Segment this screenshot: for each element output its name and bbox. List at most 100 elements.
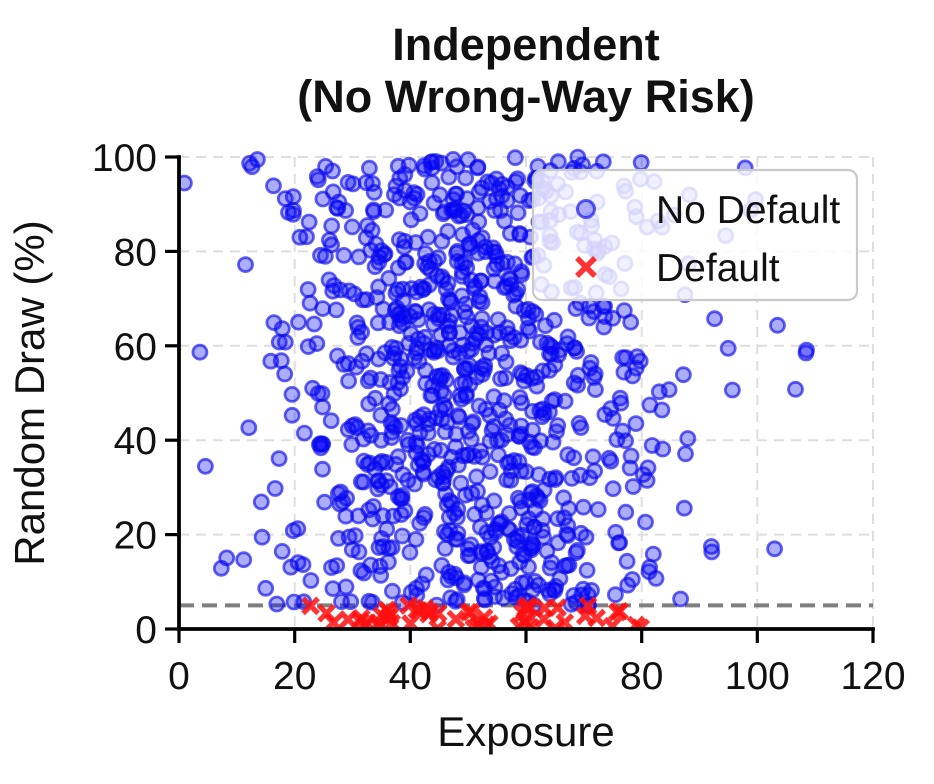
y-tick-label: 40 — [114, 420, 157, 463]
scatter-point-no-default — [469, 482, 486, 500]
scatter-point-no-default — [408, 344, 426, 362]
scatter-point-no-default — [485, 418, 503, 436]
scatter-point-no-default — [383, 539, 401, 556]
scatter-point-no-default — [360, 159, 378, 177]
scatter-point-no-default — [314, 435, 332, 453]
scatter-point-no-default — [241, 154, 259, 172]
scatter-point-default — [419, 604, 438, 624]
scatter-point-no-default — [316, 493, 334, 511]
scatter-point-no-default — [703, 543, 721, 561]
scatter-point-no-default — [451, 324, 469, 342]
scatter-point-no-default — [265, 177, 282, 195]
scatter-point-no-default — [474, 579, 492, 597]
scatter-point-default — [399, 596, 418, 615]
scatter-point-no-default — [549, 153, 567, 171]
scatter-point-no-default — [469, 199, 487, 217]
scatter-point-no-default — [510, 427, 528, 445]
scatter-point-no-default — [615, 302, 633, 320]
scatter-point-no-default — [343, 218, 361, 236]
scatter-point-no-default — [572, 524, 590, 542]
scatter-point-no-default — [546, 356, 564, 374]
scatter-point-no-default — [376, 245, 394, 263]
scatter-point-no-default — [600, 449, 618, 467]
scatter-point-no-default — [394, 280, 412, 298]
scatter-point-no-default — [492, 431, 510, 449]
scatter-point-no-default — [289, 520, 307, 537]
scatter-point-no-default — [565, 374, 583, 392]
scatter-point-no-default — [724, 381, 741, 399]
scatter-point-no-default — [571, 466, 589, 484]
scatter-point-no-default — [359, 422, 377, 440]
scatter-point-no-default — [432, 382, 450, 400]
scatter-point-no-default — [391, 169, 409, 187]
scatter-point-no-default — [322, 412, 340, 430]
scatter-point-no-default — [377, 201, 395, 219]
scatter-point-no-default — [492, 202, 510, 220]
axis-ticks: 0 20 40 60 80 100 120 0 20 40 60 80 100 — [92, 137, 906, 698]
legend-box — [531, 168, 859, 302]
scatter-point-no-default — [477, 400, 495, 418]
scatter-point-default — [518, 596, 538, 616]
scatter-point-no-default — [468, 468, 486, 486]
scatter-point-no-default — [393, 527, 411, 545]
scatter-point-no-default — [352, 473, 370, 491]
scatter-point-no-default — [677, 445, 694, 463]
scatter-point-no-default — [266, 480, 284, 497]
scatter-point-no-default — [425, 194, 443, 212]
scatter-point-no-default — [611, 389, 629, 407]
scatter-point-no-default — [295, 424, 313, 442]
scatter-point-no-default — [343, 436, 361, 453]
scatter-point-no-default — [548, 423, 565, 441]
scatter-point-no-default — [489, 311, 507, 329]
y-axis-label: Random Draw (%) — [6, 220, 53, 565]
scatter-point-no-default — [501, 416, 519, 434]
scatter-point-no-default — [488, 247, 506, 265]
scatter-point-no-default — [585, 369, 603, 386]
scatter-point-no-default — [354, 291, 372, 309]
scatter-point-no-default — [196, 457, 214, 475]
x-tick-label: 0 — [168, 655, 190, 698]
scatter-point-no-default — [294, 556, 312, 574]
scatter-point-no-default — [534, 510, 552, 528]
scatter-point-no-default — [558, 525, 576, 543]
scatter-point-no-default — [408, 283, 425, 301]
scatter-point-no-default — [273, 320, 291, 338]
scatter-point-no-default — [268, 595, 286, 613]
scatter-point-no-default — [314, 398, 332, 416]
scatter-point-no-default — [530, 576, 547, 594]
scatter-point-no-default — [513, 499, 530, 517]
scatter-point-no-default — [524, 483, 541, 501]
legend-default-label: Default — [656, 247, 780, 290]
scatter-point-no-default — [477, 504, 495, 522]
scatter-point-no-default — [437, 399, 455, 417]
scatter-point-no-default — [253, 528, 271, 546]
scatter-point-no-default — [619, 576, 637, 594]
scatter-point-no-default — [537, 317, 554, 335]
scatter-point-no-default — [252, 493, 270, 511]
scatter-point-no-default — [191, 343, 209, 361]
scatter-point-no-default — [411, 424, 429, 442]
scatter-point-no-default — [452, 474, 470, 492]
scatter-point-no-default — [276, 365, 294, 383]
scatter-point-no-default — [457, 295, 475, 313]
scatter-point-no-default — [641, 396, 659, 414]
scatter-point-no-default — [766, 540, 783, 558]
scatter-point-no-default — [578, 561, 596, 579]
scatter-point-no-default — [434, 205, 452, 223]
scatter-point-no-default — [638, 471, 656, 489]
scatter-point-no-default — [543, 554, 560, 571]
scatter-point-no-default — [528, 377, 546, 395]
scatter-point-no-default — [330, 530, 347, 547]
scatter-point-no-default — [584, 448, 602, 466]
scatter-point-no-default — [324, 580, 342, 597]
scatter-point-default — [301, 596, 320, 616]
scatter-point-no-default — [607, 586, 624, 604]
scatter-point-no-default — [350, 543, 368, 561]
scatter-point-no-default — [416, 506, 434, 523]
scatter-point-no-default — [369, 480, 387, 498]
scatter-point-no-default — [507, 284, 525, 302]
scatter-point-default — [446, 609, 466, 629]
y-tick-label: 0 — [135, 609, 157, 652]
chart-title-line-2: (No Wrong-Way Risk) — [297, 71, 755, 122]
scatter-point-no-default — [302, 572, 320, 589]
